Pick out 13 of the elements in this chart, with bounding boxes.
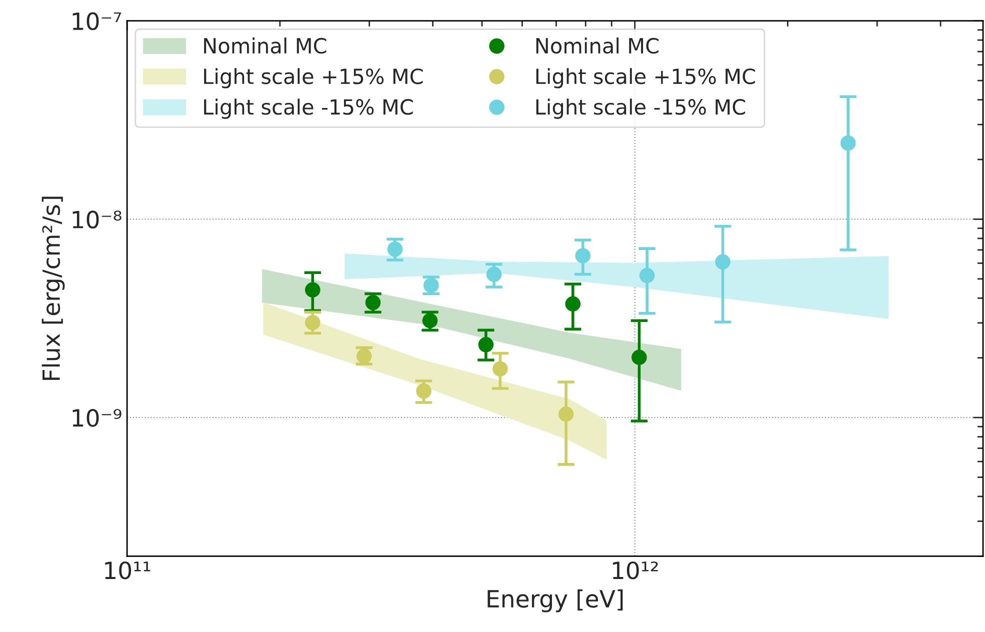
x-axis-title: Energy [eV] <box>488 589 623 612</box>
legend-label: Light scale +15% MC <box>204 68 423 88</box>
legend-label: Light scale -15% MC <box>204 98 413 119</box>
legend-label: Nominal MC <box>204 38 326 54</box>
y-tick-label: 10⁻⁹ <box>72 408 122 427</box>
legend-label: Light scale +15% MC <box>536 68 755 88</box>
x-tick-label: 10¹¹ <box>105 561 150 580</box>
legend-label: Light scale -15% MC <box>536 98 746 119</box>
legend-label: Nominal MC <box>536 38 658 54</box>
y-tick-label: 10⁻⁸ <box>72 210 122 228</box>
y-tick-label: 10⁻⁷ <box>72 12 122 30</box>
y-axis-title: Flux [erg/cm²/s] <box>42 196 65 380</box>
x-tick-label: 10¹² <box>612 561 658 580</box>
